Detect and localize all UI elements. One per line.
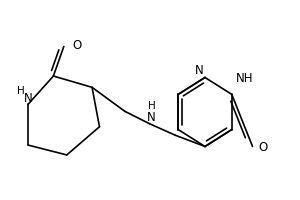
Text: O: O: [73, 39, 82, 52]
Text: NH: NH: [236, 72, 254, 85]
Text: N: N: [195, 64, 203, 77]
Text: O: O: [258, 141, 268, 154]
Text: H: H: [148, 101, 155, 111]
Text: N: N: [24, 92, 32, 105]
Text: H: H: [17, 86, 25, 96]
Text: N: N: [147, 111, 156, 124]
